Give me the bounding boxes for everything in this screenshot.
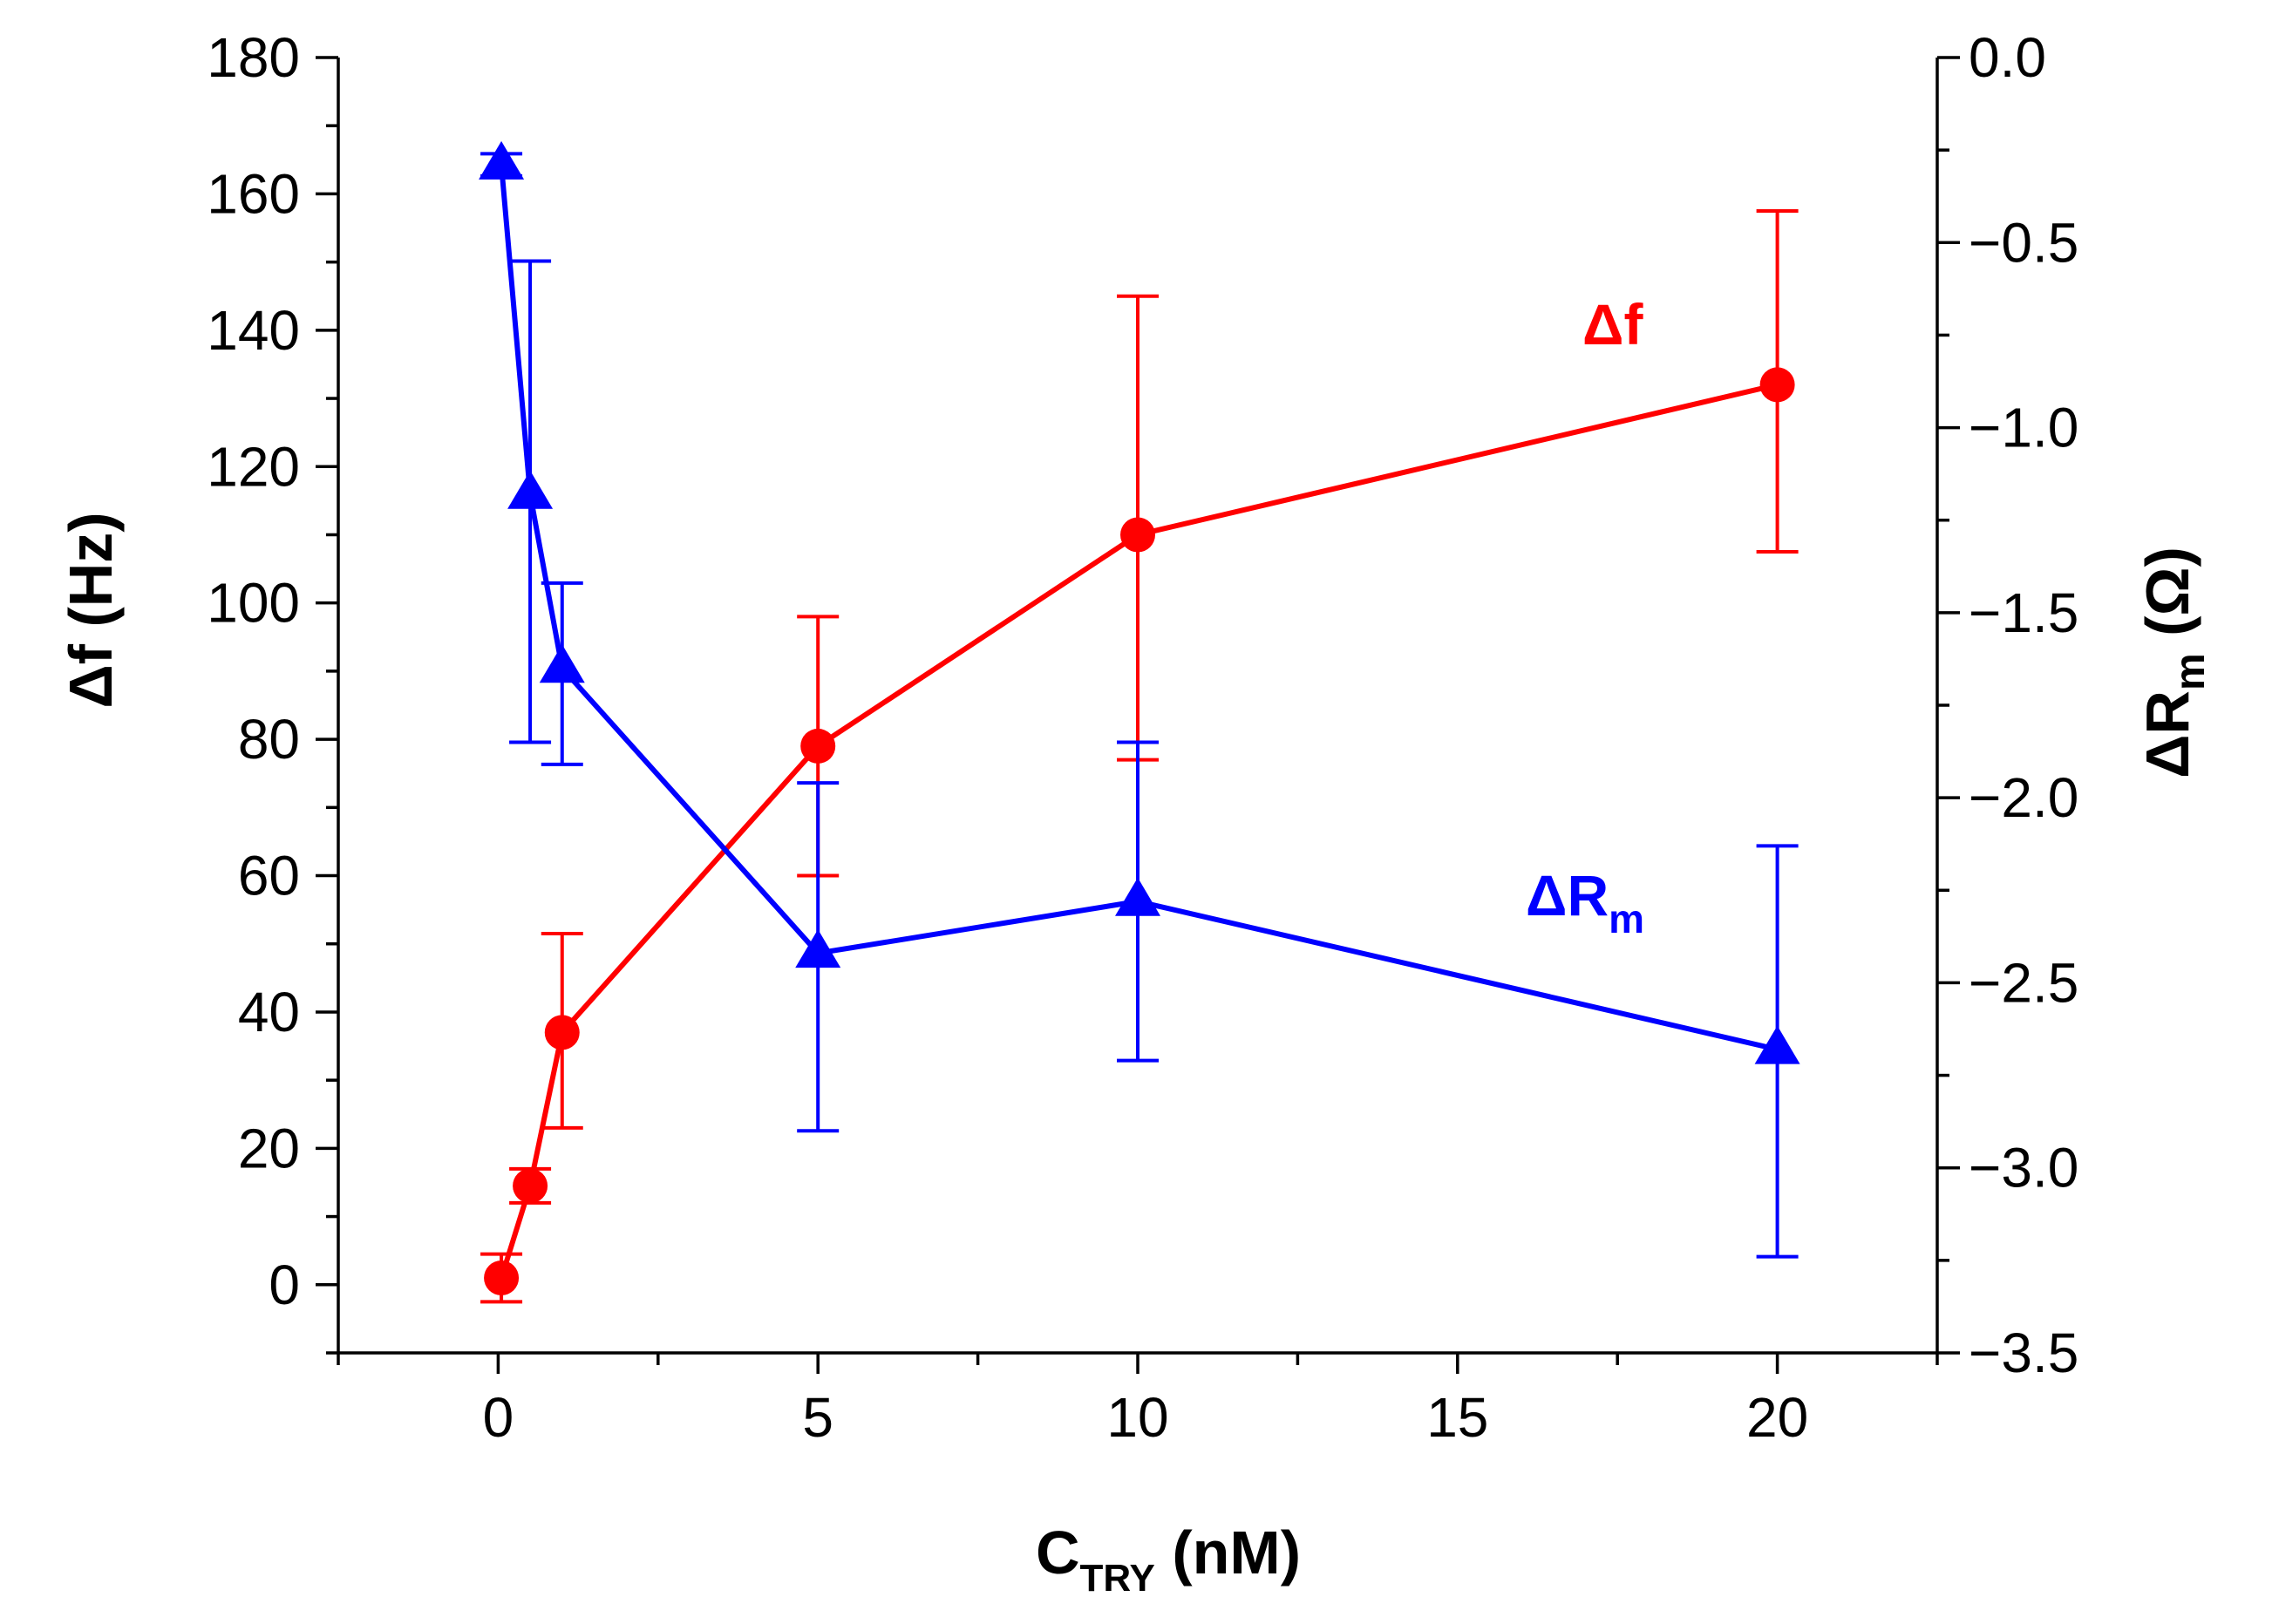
data-point-circle	[513, 1168, 548, 1204]
y-left-tick-label: 40	[238, 981, 300, 1043]
y-right-tick-label: −2.5	[1969, 951, 2078, 1014]
data-point-triangle	[539, 644, 585, 683]
y-axis-left-title: Δf (Hz)	[57, 512, 125, 708]
x-tick-label: 5	[802, 1386, 833, 1449]
data-point-triangle	[507, 470, 554, 509]
data-point-triangle	[795, 929, 841, 968]
data-point-triangle	[1754, 1025, 1800, 1064]
data-point-circle	[1120, 517, 1155, 553]
series-label-delta-rm: ΔRm	[1526, 863, 1644, 941]
y-left-tick-label: 180	[207, 26, 300, 89]
y-right-tick-label: −1.0	[1969, 397, 2078, 459]
axes-frame: 0 5 10 15 20 0 20 40 60 80 100 120 140 160 180 0.0 −0.5 −…	[207, 26, 2078, 1449]
data-point-circle	[544, 1015, 580, 1050]
y-left-tick-label: 140	[207, 299, 300, 362]
y-axis-right-title: ΔRm (Ω)	[2133, 547, 2214, 778]
data-point-triangle	[479, 140, 525, 180]
data-point-circle	[484, 1260, 520, 1295]
y-left-tick-label: 100	[207, 572, 300, 635]
y-left-tick-label: 0	[269, 1254, 300, 1316]
y-right-tick-label: −2.0	[1969, 766, 2078, 829]
x-tick-label: 0	[483, 1386, 514, 1449]
y-left-tick-label: 160	[207, 162, 300, 225]
y-right-tick-label: −0.5	[1969, 211, 2078, 274]
y-left-tick-label: 80	[238, 708, 300, 771]
data-point-triangle	[1115, 877, 1160, 916]
y-right-tick-label: 0.0	[1969, 26, 2046, 89]
y-left-tick-label: 120	[207, 435, 300, 498]
labels-layer: Δf (Hz) ΔRm (Ω) CTRY (nM) Δf ΔRm	[57, 292, 2214, 1600]
series-delta-rm	[479, 140, 1800, 1259]
data-point-circle	[800, 728, 836, 764]
data-point-circle	[1759, 367, 1795, 403]
y-left-tick-label: 20	[238, 1117, 300, 1179]
series-label-delta-f: Δf	[1582, 292, 1643, 357]
x-tick-label: 10	[1106, 1386, 1168, 1449]
y-right-tick-label: −3.5	[1969, 1322, 2078, 1384]
series-line	[499, 164, 1779, 1052]
series-layer	[479, 140, 1800, 1304]
y-left-tick-label: 60	[238, 845, 300, 907]
x-tick-label: 15	[1426, 1386, 1488, 1449]
x-tick-label: 20	[1746, 1386, 1808, 1449]
y-right-tick-label: −3.0	[1969, 1137, 2078, 1199]
x-axis-title: CTRY (nM)	[1036, 1519, 1301, 1600]
y-right-tick-label: −1.5	[1969, 581, 2078, 644]
